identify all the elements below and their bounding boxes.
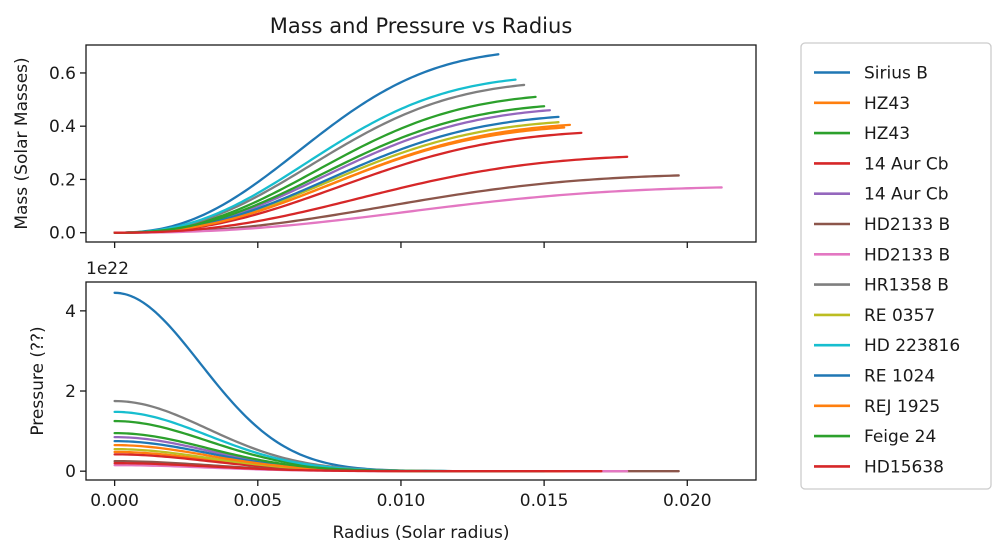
legend-entries: Sirius B HZ43 HZ43 14 Aur Cb 14 Aur Cb HD2133… <box>814 64 960 477</box>
mass-series-line-6 <box>113 186 723 234</box>
mass-series-line-11 <box>113 126 566 234</box>
x-tick-label: 0.010 <box>377 491 426 511</box>
mass-series-line-3 <box>113 131 583 234</box>
pressure-series-group <box>113 291 680 473</box>
mass-series-line-12 <box>113 105 546 234</box>
mass-series-line-9 <box>113 78 517 234</box>
pressure-panel: 0 2 4 0.000 0.005 0.010 0.015 0.020 1e22 Pressu… <box>28 259 757 543</box>
pressure-ticks: 0 2 4 0.000 0.005 0.010 0.015 0.020 <box>65 302 711 511</box>
pressure-y-tick-label: 2 <box>65 382 76 402</box>
x-tick-label: 0.015 <box>520 491 569 511</box>
pressure-series-line-0 <box>113 291 500 473</box>
legend-label: RE 1024 <box>864 367 935 387</box>
mass-series-line-7 <box>113 83 526 234</box>
pressure-axes-frame <box>85 281 757 481</box>
mass-series-line-0 <box>113 53 500 234</box>
mass-y-tick-label: 0.6 <box>49 64 76 84</box>
x-tick-label: 0.005 <box>233 491 282 511</box>
legend-label: HD 223816 <box>864 336 960 356</box>
legend-label: HR1358 B <box>864 276 949 296</box>
mass-axes-frame <box>85 44 757 243</box>
x-tick-label: 0.000 <box>90 491 139 511</box>
pressure-y-tick-label: 0 <box>65 462 76 482</box>
legend-label: Sirius B <box>864 64 928 84</box>
legend-label: HD15638 <box>864 457 944 477</box>
pressure-y-axis-label: Pressure (??) <box>28 326 48 435</box>
mass-series-line-13 <box>113 155 629 234</box>
mass-series-group <box>113 53 723 234</box>
legend-label: HZ43 <box>864 124 910 144</box>
legend-label: REJ 1925 <box>864 397 940 417</box>
legend-label: HZ43 <box>864 94 910 114</box>
x-tick-label: 0.020 <box>663 491 712 511</box>
x-axis-label: Radius (Solar radius) <box>333 523 510 543</box>
mass-panel: 0.0 0.2 0.4 0.6 Mass (Solar Masses) <box>12 44 757 248</box>
legend-frame <box>800 42 992 490</box>
mass-y-tick-label: 0.0 <box>49 224 76 244</box>
legend-label: HD2133 B <box>864 245 950 265</box>
pressure-y-tick-label: 4 <box>65 302 76 322</box>
mass-series-line-8 <box>113 121 560 234</box>
mass-y-tick-label: 0.4 <box>49 117 76 137</box>
legend-label: 14 Aur Cb <box>864 154 949 174</box>
legend-label: 14 Aur Cb <box>864 185 949 205</box>
chart-title: Mass and Pressure vs Radius <box>270 14 573 38</box>
mass-ticks: 0.0 0.2 0.4 0.6 <box>49 64 688 248</box>
pressure-offset-text: 1e22 <box>86 259 129 279</box>
mass-y-tick-label: 0.2 <box>49 170 76 190</box>
legend: Sirius B HZ43 HZ43 14 Aur Cb 14 Aur Cb HD2133… <box>800 42 992 490</box>
legend-label: RE 0357 <box>864 306 935 326</box>
legend-label: HD2133 B <box>864 215 950 235</box>
pressure-series-line-13 <box>113 462 603 473</box>
mass-y-axis-label: Mass (Solar Masses) <box>12 57 32 229</box>
legend-label: Feige 24 <box>864 427 936 447</box>
